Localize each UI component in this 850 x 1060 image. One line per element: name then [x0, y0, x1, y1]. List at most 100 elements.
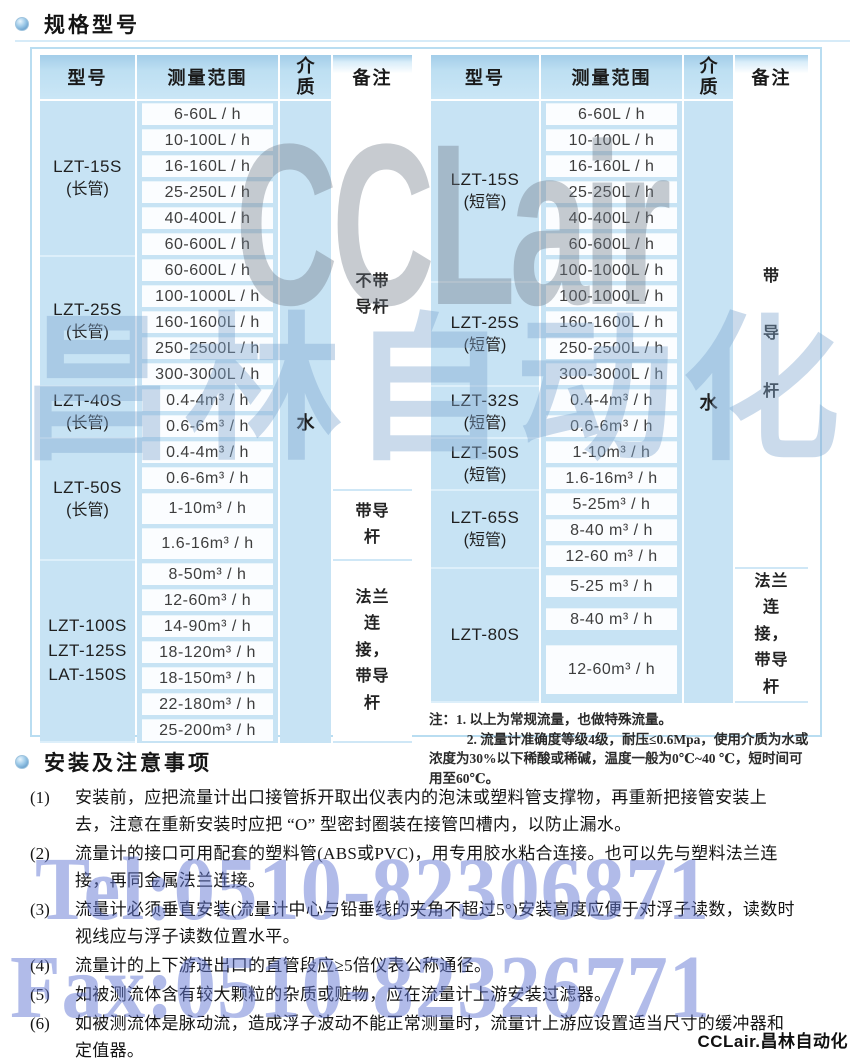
range-cell: 16-160L / h — [137, 153, 278, 179]
model-cell: LZT-80S — [431, 569, 539, 703]
range-cell: 0.6-6m³ / h — [541, 413, 682, 439]
table-row: 14-90m³ / h — [40, 613, 412, 639]
range-cell: 1.6-16m³ / h — [541, 465, 682, 491]
table-row: LZT-25S (长管) 60-600L / h — [40, 257, 412, 387]
spec-section-header: 规格型号 — [15, 8, 850, 42]
range-cell: 0.6-6m³ / h — [137, 413, 278, 439]
col-header-range: 测量范围 — [541, 55, 682, 101]
range-cell: 12-60m³ / h — [137, 587, 278, 613]
range-cell: 8-50m³ / h — [137, 561, 278, 587]
table-row: 300-3000L / h — [431, 361, 808, 387]
table-row: 1-10m³ / h 带导杆 — [40, 491, 412, 561]
range-cell: 18-120m³ / h — [137, 639, 278, 665]
col-header-medium: 介质 — [684, 55, 733, 101]
range-cell: 5-25m³ / h — [541, 491, 682, 517]
table-row: LZT-32S (短管) 0.4-4m³ / h — [431, 387, 808, 439]
table-row: 8-40 m³ / h — [431, 602, 808, 636]
table-row: LZT-80S 5-25 m³ / h 法兰连接，带导杆 — [431, 569, 808, 703]
model-cell: LZT-100S LZT-125S LAT-150S — [40, 561, 135, 743]
table-row: 12-60m³ / h — [431, 635, 808, 703]
table-row: LZT-15S (短管) 6-60L / h 水 带导杆 — [431, 101, 808, 703]
table-row: 8-40 m³ / h — [431, 517, 808, 543]
table-row: LZT-100S LZT-125S LAT-150S 8-50m³ / h 法兰… — [40, 561, 412, 743]
table-row: 1.6-16m³ / h — [40, 526, 412, 561]
bullet-icon — [15, 17, 29, 31]
table-row: 60-600L / h — [431, 231, 808, 257]
table-row: 0.6-6m³ / h — [40, 465, 412, 491]
range-cell: 160-1600L / h — [137, 309, 278, 335]
header-row: 型号 测量范围 介质 备注 — [431, 55, 808, 101]
table-row: 16-160L / h — [40, 153, 412, 179]
model-cell: LZT-65S (短管) — [431, 491, 539, 569]
range-cell: 8-40 m³ / h — [541, 602, 682, 636]
table-row: 18-120m³ / h — [40, 639, 412, 665]
remark-cell: 不带导杆 — [333, 101, 412, 491]
table-row: 0.6-6m³ / h — [431, 413, 808, 439]
range-cell: 14-90m³ / h — [137, 613, 278, 639]
range-cell: 40-400L / h — [137, 205, 278, 231]
range-cell: 100-1000L / h — [541, 283, 682, 309]
range-cell: 60-600L / h — [137, 257, 278, 283]
table-row: LZT-15S (长管) 6-60L / h 水 不带导杆 — [40, 101, 412, 743]
range-cell: 100-1000L / h — [541, 257, 682, 283]
footnote-line-2: 2. 流量计准确度等级4级，耐压≤0.6Mpa，使用介质为水或浓度为30%以下稀… — [429, 731, 809, 786]
bullet-icon — [15, 755, 29, 769]
table-row: 16-160L / h — [431, 153, 808, 179]
table-row: 10-100L / h — [431, 127, 808, 153]
remark-cell: 带导杆 — [333, 491, 412, 561]
table-row: 40-400L / h — [431, 205, 808, 231]
col-header-remark: 备注 — [735, 55, 808, 101]
spec-table-long-tube: 型号 测量范围 介质 备注 LZT-15S (长管) 6-60L / h 水 不… — [38, 55, 414, 743]
table-row: 100-1000L / h — [431, 257, 808, 283]
range-cell: 25-250L / h — [137, 179, 278, 205]
list-item: (6) 如被测流体是脉动流，造成浮子波动不能正常测量时，流量计上游应设置适当尺寸… — [30, 1014, 785, 1060]
table-row: 40-400L / h — [40, 205, 412, 231]
table-row: LZT-65S (短管) 5-25m³ / h — [431, 491, 808, 569]
range-cell: 300-3000L / h — [137, 361, 278, 387]
list-item: (5) 如被测流体含有较大颗粒的杂质或赃物，应在流量计上游安装过滤器。 — [30, 985, 612, 1004]
range-cell: 0.6-6m³ / h — [137, 465, 278, 491]
table-row: 25-200m³ / h — [40, 717, 412, 743]
range-cell: 6-60L / h — [137, 101, 278, 127]
col-header-model: 型号 — [431, 55, 539, 101]
col-header-medium: 介质 — [280, 55, 331, 101]
range-cell: 160-1600L / h — [541, 309, 682, 335]
range-cell: 10-100L / h — [541, 127, 682, 153]
list-item: (1) 安装前，应把流量计出口接管拆开取出仪表内的泡沫或塑料管支撑物，再重新把接… — [30, 788, 767, 834]
range-cell: 1.6-16m³ / h — [137, 526, 278, 561]
table-row: 25-250L / h — [431, 179, 808, 205]
range-cell: 8-40 m³ / h — [541, 517, 682, 543]
range-cell: 25-250L / h — [541, 179, 682, 205]
model-cell: LZT-25S (短管) — [431, 283, 539, 387]
range-cell: 12-60m³ / h — [541, 635, 682, 703]
table-row: LZT-50S (短管) 1-10m³ / h — [431, 439, 808, 491]
spec-tables-container: 型号 测量范围 介质 备注 LZT-15S (长管) 6-60L / h 水 不… — [30, 47, 822, 786]
model-cell: LZT-32S (短管) — [431, 387, 539, 439]
range-cell: 0.4-4m³ / h — [137, 387, 278, 413]
range-cell: 0.4-4m³ / h — [541, 387, 682, 413]
table-row: 10-100L / h — [40, 127, 412, 153]
table-row: 250-2500L / h — [431, 335, 808, 361]
model-cell: LZT-15S (长管) — [40, 101, 135, 257]
range-cell: 25-200m³ / h — [137, 717, 278, 743]
table-row: 12-60 m³ / h — [431, 543, 808, 569]
section-title: 安装及注意事项 — [44, 752, 212, 775]
range-cell: 100-1000L / h — [137, 283, 278, 309]
table-row: 22-180m³ / h — [40, 691, 412, 717]
model-cell: LZT-40S (长管) — [40, 387, 135, 439]
range-cell: 40-400L / h — [541, 205, 682, 231]
col-header-model: 型号 — [40, 55, 135, 101]
footer-brand-text: CCLair.昌林自动化 — [697, 1032, 848, 1051]
install-notes-list: (1) 安装前，应把流量计出口接管拆开取出仪表内的泡沫或塑料管支撑物，再重新把接… — [0, 784, 850, 1060]
table-row: 300-3000L / h — [40, 361, 412, 387]
table-row: LZT-25S (短管) 100-1000L / h — [431, 283, 808, 387]
right-table-column: 型号 测量范围 介质 备注 LZT-15S (短管) 6-60L / h 水 带… — [429, 55, 811, 786]
col-header-range: 测量范围 — [137, 55, 278, 101]
range-cell: 60-600L / h — [541, 231, 682, 257]
medium-cell: 水 — [280, 101, 331, 743]
table-row: 160-1600L / h — [40, 309, 412, 335]
list-item: (3) 流量计必须垂直安装(流量计中心与铅垂线的夹角不超过5°)安装高度应便于对… — [30, 900, 795, 946]
range-cell: 60-600L / h — [137, 231, 278, 257]
table-row: LZT-40S (长管) 0.4-4m³ / h — [40, 387, 412, 439]
range-cell: 12-60 m³ / h — [541, 543, 682, 569]
